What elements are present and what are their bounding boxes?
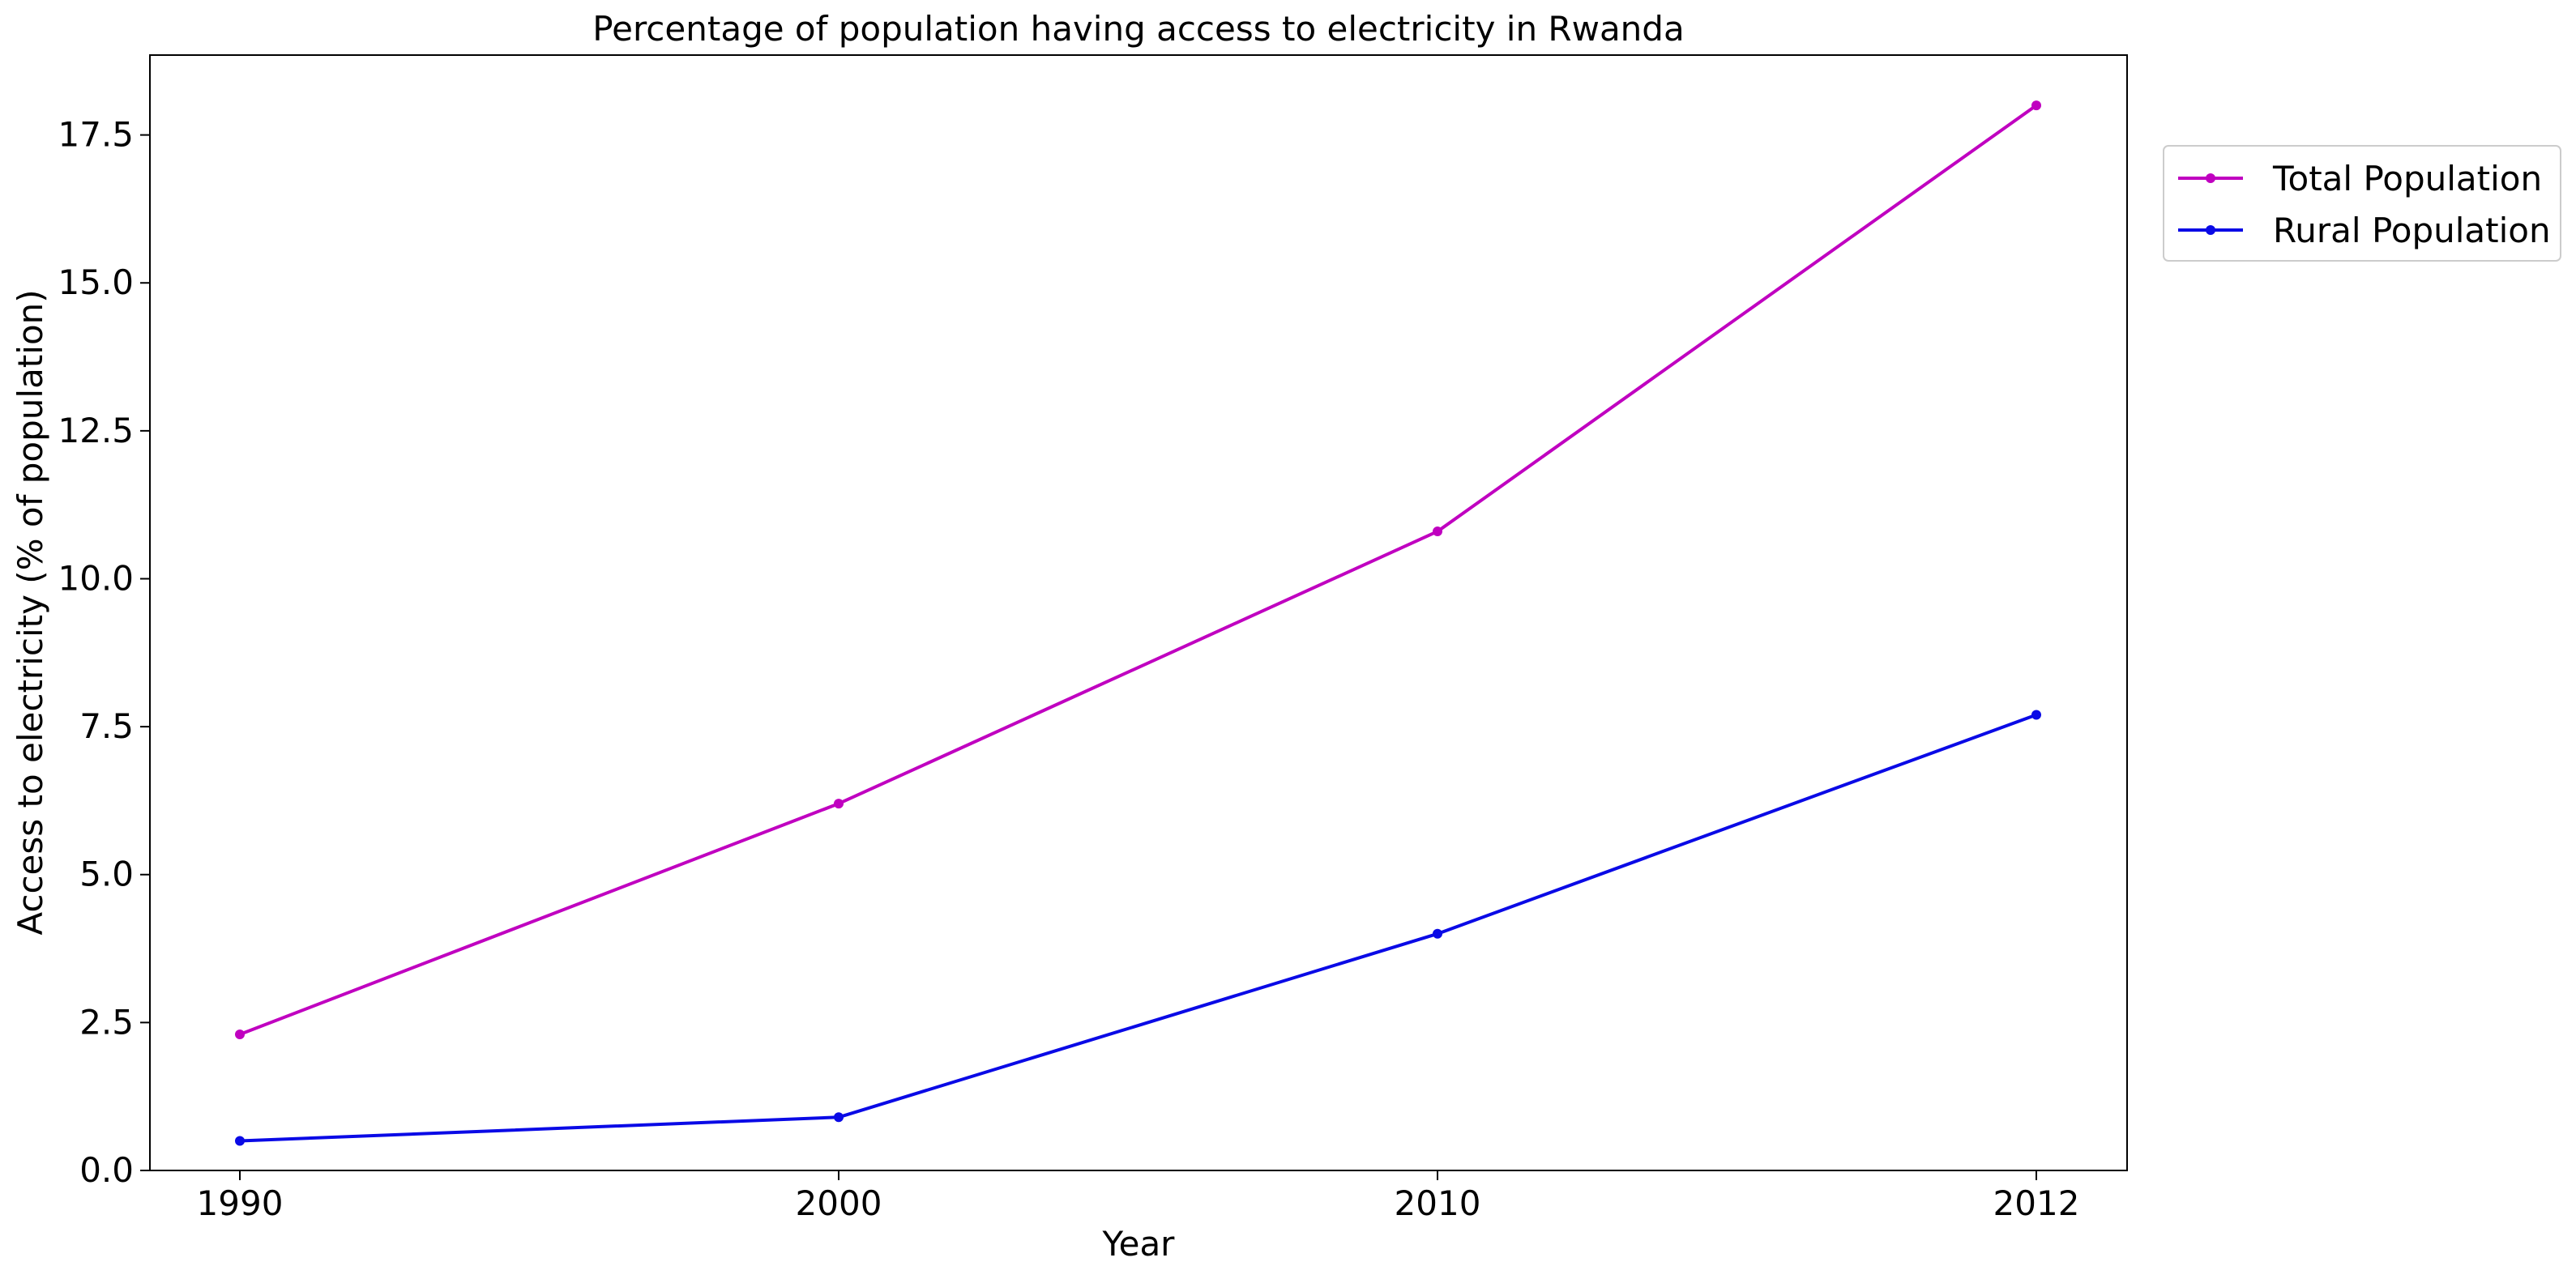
plot-area: [149, 54, 2128, 1171]
data-point-total-2012: [2031, 100, 2041, 111]
y-tick-label: 7.5: [79, 706, 134, 746]
x-axis-label: Year: [1102, 1224, 1176, 1264]
legend: Total Population Rural Population: [2163, 145, 2561, 262]
y-tick-label: 17.5: [58, 115, 134, 155]
legend-frame: [2163, 145, 2561, 262]
x-axis: 1990 2000 2010 2012: [197, 1170, 2080, 1223]
y-axis: 0.0 2.5 5.0 7.5 10.0 12.5 15.0 17.5: [58, 115, 150, 1190]
data-point-total-2000: [834, 799, 844, 809]
legend-label: Total Population: [2272, 159, 2542, 198]
y-tick-label: 0.0: [79, 1150, 134, 1190]
legend-label: Rural Population: [2273, 211, 2551, 250]
chart-title: Percentage of population having access t…: [592, 9, 1684, 49]
legend-swatch-marker: [2206, 173, 2215, 183]
y-tick-label: 2.5: [79, 1002, 134, 1042]
data-point-total-1990: [235, 1029, 245, 1039]
data-point-rural-2012: [2031, 710, 2041, 720]
y-tick-label: 15.0: [58, 262, 134, 302]
series-layer: [235, 100, 2041, 1146]
data-point-rural-1990: [235, 1136, 245, 1146]
y-axis-label: Access to electricity (% of population): [11, 289, 50, 935]
data-point-total-2010: [1433, 527, 1442, 537]
y-tick-label: 12.5: [58, 411, 134, 450]
x-tick-label: 2012: [1993, 1183, 2080, 1223]
y-tick-label: 5.0: [79, 855, 134, 894]
series-line-total: [239, 104, 2038, 1036]
y-tick-label: 10.0: [58, 558, 134, 598]
x-tick-label: 1990: [197, 1183, 284, 1223]
data-point-rural-2010: [1433, 928, 1442, 939]
series-line-rural: [239, 713, 2037, 1143]
legend-swatch-marker: [2206, 225, 2215, 235]
data-point-rural-2000: [834, 1112, 844, 1123]
x-tick-label: 2010: [1395, 1183, 1481, 1223]
x-tick-label: 2000: [796, 1183, 882, 1223]
